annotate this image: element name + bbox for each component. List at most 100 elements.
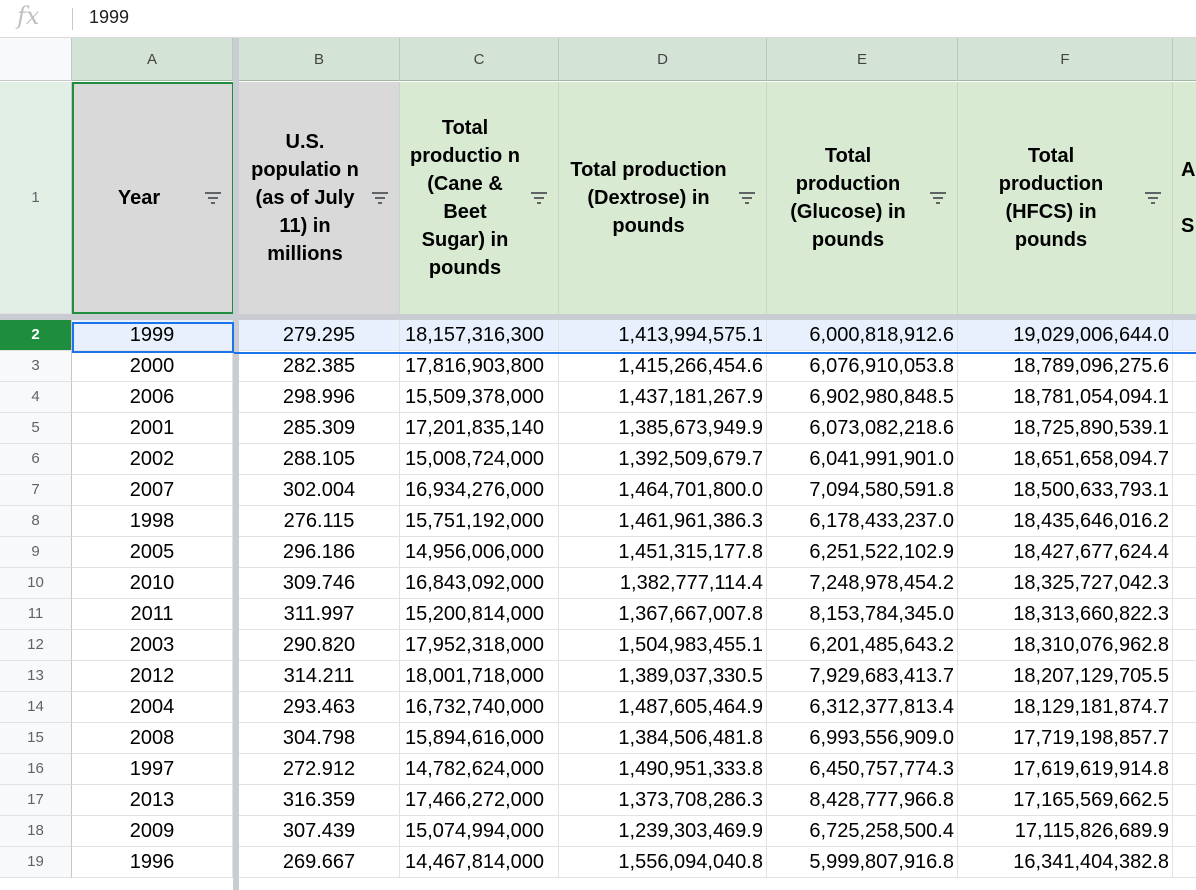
- cell-year[interactable]: 2001: [72, 413, 233, 444]
- row-header[interactable]: 17: [0, 785, 72, 816]
- cell-glucose[interactable]: 7,094,580,591.8: [767, 475, 958, 506]
- row-header[interactable]: 15: [0, 723, 72, 754]
- cell-partial[interactable]: [1173, 816, 1196, 847]
- cell-year[interactable]: 2003: [72, 630, 233, 661]
- cell-partial[interactable]: [1173, 320, 1196, 351]
- cell-dextrose[interactable]: 1,461,961,386.3: [559, 506, 767, 537]
- column-header-f[interactable]: F: [958, 38, 1173, 81]
- cell-year[interactable]: 2011: [72, 599, 233, 630]
- cell-dextrose[interactable]: 1,556,094,040.8: [559, 847, 767, 878]
- cell-dextrose[interactable]: 1,415,266,454.6: [559, 351, 767, 382]
- cell-hfcs[interactable]: 19,029,006,644.0: [958, 320, 1173, 351]
- cell-partial[interactable]: [1173, 599, 1196, 630]
- column-header-d[interactable]: D: [559, 38, 767, 81]
- row-header[interactable]: 19: [0, 847, 72, 878]
- cell-glucose[interactable]: 6,312,377,813.4: [767, 692, 958, 723]
- cell-dextrose[interactable]: 1,389,037,330.5: [559, 661, 767, 692]
- cell-year[interactable]: 2008: [72, 723, 233, 754]
- row-header[interactable]: 13: [0, 661, 72, 692]
- cell-population[interactable]: 276.115: [239, 506, 400, 537]
- row-header[interactable]: 8: [0, 506, 72, 537]
- cell-hfcs[interactable]: 17,115,826,689.9: [958, 816, 1173, 847]
- cell-cane-beet[interactable]: 15,894,616,000: [400, 723, 559, 754]
- row-header[interactable]: 11: [0, 599, 72, 630]
- cell-year[interactable]: 2010: [72, 568, 233, 599]
- cell-glucose[interactable]: 6,902,980,848.5: [767, 382, 958, 413]
- cell-year[interactable]: 2005: [72, 537, 233, 568]
- cell-partial[interactable]: [1173, 537, 1196, 568]
- cell-dextrose[interactable]: 1,437,181,267.9: [559, 382, 767, 413]
- cell-glucose[interactable]: 6,201,485,643.2: [767, 630, 958, 661]
- cell-year[interactable]: 2007: [72, 475, 233, 506]
- cell-population[interactable]: 316.359: [239, 785, 400, 816]
- cell-population[interactable]: 307.439: [239, 816, 400, 847]
- cell-partial[interactable]: [1173, 351, 1196, 382]
- cell-cane-beet[interactable]: 18,157,316,300: [400, 320, 559, 351]
- cell-year[interactable]: 2002: [72, 444, 233, 475]
- formula-input[interactable]: 1999: [89, 7, 130, 27]
- cell-dextrose[interactable]: 1,504,983,455.1: [559, 630, 767, 661]
- cell-year[interactable]: 2012: [72, 661, 233, 692]
- cell-dextrose[interactable]: 1,239,303,469.9: [559, 816, 767, 847]
- cell-year[interactable]: 2000: [72, 351, 233, 382]
- cell-hfcs[interactable]: 18,427,677,624.4: [958, 537, 1173, 568]
- cell-population[interactable]: 296.186: [239, 537, 400, 568]
- row-header[interactable]: 7: [0, 475, 72, 506]
- row-header[interactable]: 6: [0, 444, 72, 475]
- cell-partial[interactable]: [1173, 413, 1196, 444]
- cell-partial[interactable]: [1173, 785, 1196, 816]
- row-header[interactable]: 4: [0, 382, 72, 413]
- cell-year[interactable]: 1996: [72, 847, 233, 878]
- header-cell-dextrose[interactable]: Total production (Dextrose) in pounds: [559, 82, 767, 314]
- cell-partial[interactable]: [1173, 444, 1196, 475]
- cell-cane-beet[interactable]: 14,956,006,000: [400, 537, 559, 568]
- cell-population[interactable]: 314.211: [239, 661, 400, 692]
- cell-population[interactable]: 302.004: [239, 475, 400, 506]
- row-header[interactable]: 18: [0, 816, 72, 847]
- cell-dextrose[interactable]: 1,413,994,575.1: [559, 320, 767, 351]
- header-cell-year[interactable]: Year: [72, 82, 234, 314]
- cell-year[interactable]: 2006: [72, 382, 233, 413]
- column-header-b[interactable]: B: [239, 38, 400, 81]
- cell-partial[interactable]: [1173, 568, 1196, 599]
- cell-glucose[interactable]: 8,428,777,966.8: [767, 785, 958, 816]
- cell-glucose[interactable]: 6,178,433,237.0: [767, 506, 958, 537]
- cell-cane-beet[interactable]: 14,467,814,000: [400, 847, 559, 878]
- cell-glucose[interactable]: 6,076,910,053.8: [767, 351, 958, 382]
- row-header[interactable]: 9: [0, 537, 72, 568]
- cell-hfcs[interactable]: 18,789,096,275.6: [958, 351, 1173, 382]
- cell-dextrose[interactable]: 1,382,777,114.4: [559, 568, 767, 599]
- cell-population[interactable]: 290.820: [239, 630, 400, 661]
- cell-population[interactable]: 293.463: [239, 692, 400, 723]
- cell-hfcs[interactable]: 17,719,198,857.7: [958, 723, 1173, 754]
- cell-cane-beet[interactable]: 17,466,272,000: [400, 785, 559, 816]
- cell-hfcs[interactable]: 18,500,633,793.1: [958, 475, 1173, 506]
- cell-population[interactable]: 285.309: [239, 413, 400, 444]
- cell-glucose[interactable]: 5,999,807,916.8: [767, 847, 958, 878]
- cell-partial[interactable]: [1173, 692, 1196, 723]
- filter-icon[interactable]: [738, 191, 756, 205]
- cell-hfcs[interactable]: 18,325,727,042.3: [958, 568, 1173, 599]
- row-header-1[interactable]: 1: [0, 82, 72, 314]
- cell-cane-beet[interactable]: 16,843,092,000: [400, 568, 559, 599]
- cell-cane-beet[interactable]: 16,732,740,000: [400, 692, 559, 723]
- cell-partial[interactable]: [1173, 847, 1196, 878]
- cell-glucose[interactable]: 8,153,784,345.0: [767, 599, 958, 630]
- cell-glucose[interactable]: 7,929,683,413.7: [767, 661, 958, 692]
- select-all-corner[interactable]: [0, 38, 72, 81]
- cell-hfcs[interactable]: 18,207,129,705.5: [958, 661, 1173, 692]
- cell-dextrose[interactable]: 1,464,701,800.0: [559, 475, 767, 506]
- cell-cane-beet[interactable]: 15,509,378,000: [400, 382, 559, 413]
- cell-year[interactable]: 2009: [72, 816, 233, 847]
- cell-population[interactable]: 309.746: [239, 568, 400, 599]
- row-header[interactable]: 14: [0, 692, 72, 723]
- cell-glucose[interactable]: 6,450,757,774.3: [767, 754, 958, 785]
- frozen-row-divider[interactable]: [0, 314, 1196, 320]
- cell-glucose[interactable]: 6,000,818,912.6: [767, 320, 958, 351]
- cell-hfcs[interactable]: 18,781,054,094.1: [958, 382, 1173, 413]
- cell-glucose[interactable]: 6,993,556,909.0: [767, 723, 958, 754]
- cell-dextrose[interactable]: 1,373,708,286.3: [559, 785, 767, 816]
- cell-hfcs[interactable]: 18,310,076,962.8: [958, 630, 1173, 661]
- column-header-c[interactable]: C: [400, 38, 559, 81]
- cell-hfcs[interactable]: 16,341,404,382.8: [958, 847, 1173, 878]
